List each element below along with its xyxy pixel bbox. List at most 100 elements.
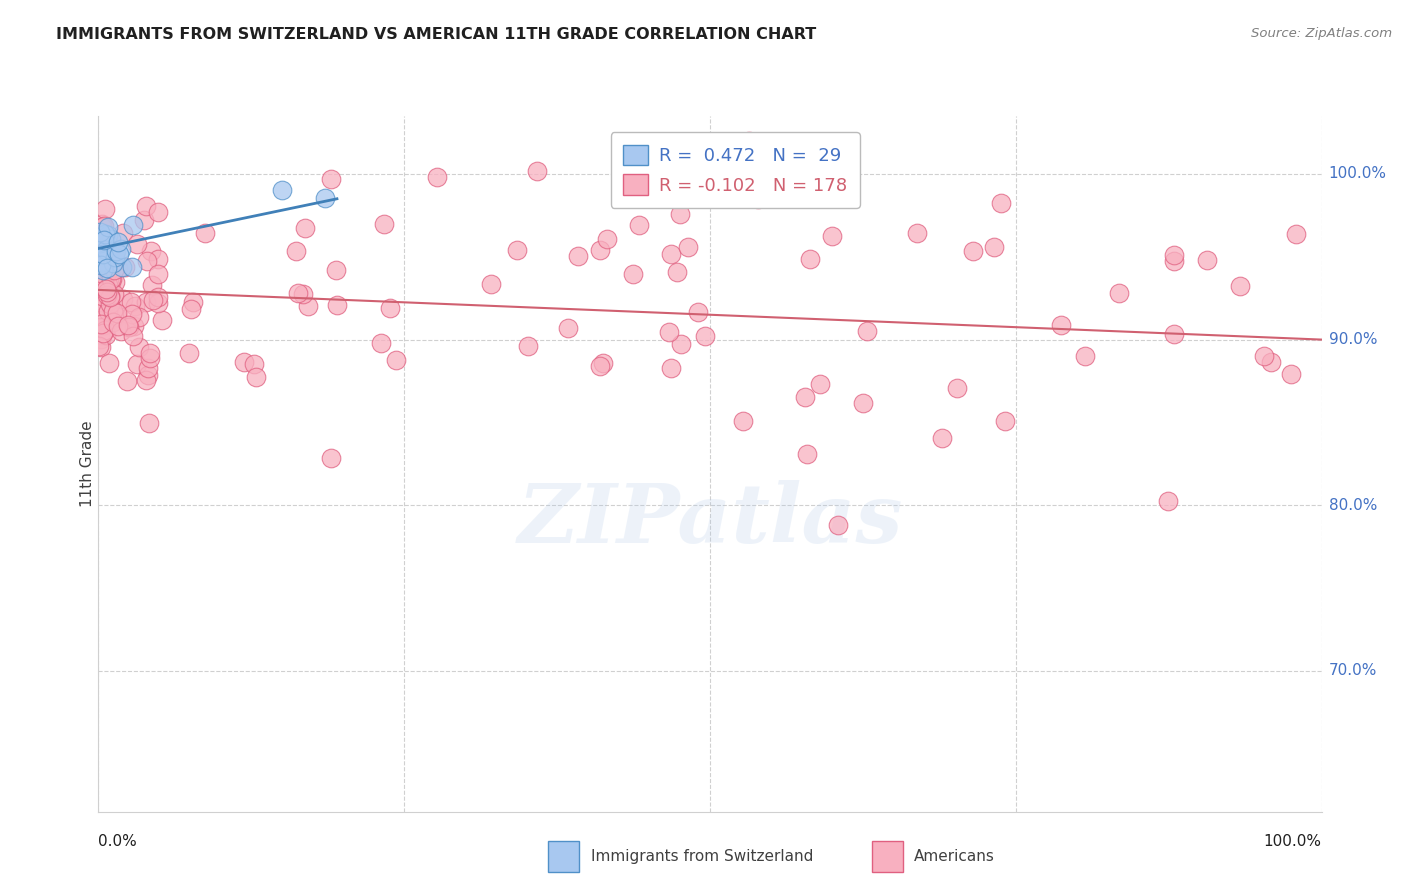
Text: 100.0%: 100.0%	[1264, 834, 1322, 849]
Point	[89, 289, 111, 303]
Point	[1285, 227, 1308, 241]
Point	[128, 340, 150, 354]
Point	[103, 287, 125, 301]
Point	[91, 280, 114, 294]
Point	[567, 249, 589, 263]
Point	[138, 361, 160, 376]
Point	[93, 233, 115, 247]
Point	[100, 276, 122, 290]
Point	[180, 301, 202, 316]
Point	[659, 247, 682, 261]
Point	[294, 220, 316, 235]
Point	[135, 294, 157, 309]
Point	[94, 276, 117, 290]
Point	[98, 259, 121, 273]
Point	[1229, 279, 1251, 293]
Point	[693, 329, 716, 343]
Point	[110, 324, 132, 338]
Point	[93, 219, 115, 233]
Point	[94, 327, 117, 342]
Point	[107, 235, 129, 249]
Point	[93, 227, 115, 241]
Point	[91, 242, 114, 256]
Point	[1163, 327, 1185, 342]
Point	[91, 326, 114, 340]
Point	[150, 312, 173, 326]
Point	[100, 271, 122, 285]
Point	[132, 213, 155, 227]
Point	[1279, 367, 1302, 381]
Point	[93, 274, 115, 288]
Point	[93, 277, 115, 291]
Point	[669, 207, 692, 221]
Text: 70.0%: 70.0%	[1329, 664, 1376, 679]
Point	[141, 277, 163, 292]
Point	[1163, 247, 1185, 261]
Point	[97, 304, 120, 318]
Point	[146, 267, 169, 281]
Point	[1260, 355, 1282, 369]
Point	[669, 337, 692, 351]
Point	[128, 310, 150, 325]
Point	[89, 225, 111, 239]
Point	[1253, 349, 1275, 363]
Point	[121, 328, 143, 343]
Point	[138, 416, 160, 430]
Point	[97, 264, 120, 278]
Point	[97, 277, 120, 292]
Point	[125, 236, 148, 251]
Point	[589, 359, 612, 374]
Point	[96, 282, 118, 296]
Point	[101, 303, 124, 318]
Point	[90, 218, 112, 232]
Point	[852, 396, 875, 410]
Point	[91, 328, 114, 343]
Point	[90, 318, 112, 332]
Point	[124, 298, 146, 312]
Point	[517, 339, 540, 353]
Point	[946, 381, 969, 395]
Point	[105, 306, 128, 320]
Text: Source: ZipAtlas.com: Source: ZipAtlas.com	[1251, 27, 1392, 40]
Point	[120, 295, 142, 310]
Point	[94, 285, 117, 299]
Point	[90, 258, 112, 272]
Point	[91, 289, 114, 303]
Point	[146, 290, 169, 304]
Point	[799, 252, 821, 267]
Text: 80.0%: 80.0%	[1329, 498, 1376, 513]
Point	[194, 226, 217, 240]
Point	[91, 247, 114, 261]
Point	[96, 288, 118, 302]
Point	[621, 268, 644, 282]
Point	[506, 244, 529, 258]
Point	[93, 274, 115, 288]
Point	[121, 260, 143, 274]
Point	[747, 192, 769, 206]
Point	[97, 227, 120, 242]
Point	[589, 243, 612, 257]
Point	[112, 226, 135, 240]
Point	[87, 245, 110, 260]
Point	[738, 134, 761, 148]
Point	[90, 289, 112, 303]
Point	[134, 199, 156, 213]
Point	[270, 183, 294, 197]
Point	[87, 318, 110, 332]
Point	[658, 325, 681, 339]
Point	[110, 242, 132, 256]
Point	[97, 356, 120, 370]
Point	[93, 318, 115, 332]
Point	[96, 261, 118, 276]
Point	[1049, 318, 1071, 333]
Point	[115, 374, 138, 388]
Point	[139, 351, 162, 365]
Point	[108, 247, 131, 261]
Point	[87, 301, 110, 316]
Point	[297, 299, 319, 313]
Point	[89, 236, 111, 251]
Point	[90, 341, 112, 355]
Point	[596, 232, 619, 246]
Text: ZIPatlas: ZIPatlas	[517, 480, 903, 559]
Point	[1163, 253, 1185, 268]
